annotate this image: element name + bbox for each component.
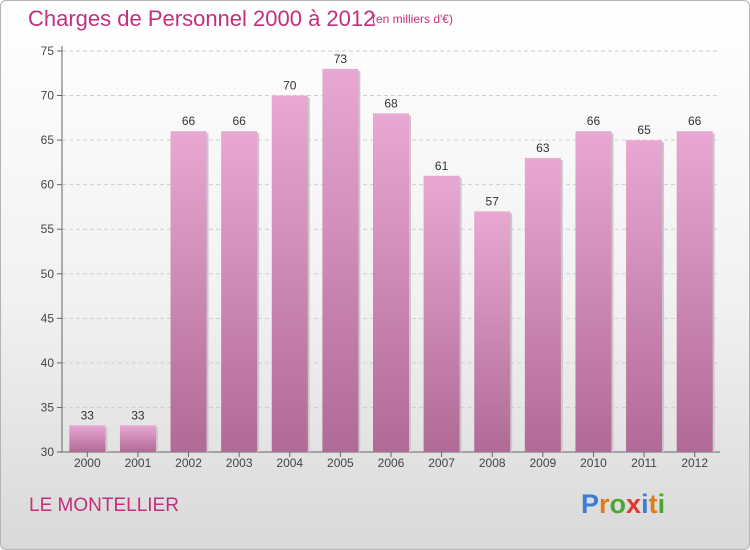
data-label-2000: 33 xyxy=(81,408,95,422)
y-tick-label: 50 xyxy=(41,267,55,281)
data-label-2010: 66 xyxy=(587,114,601,128)
y-tick-label: 35 xyxy=(41,400,55,414)
bar-2012 xyxy=(676,131,713,452)
chart-subtitle: (en milliers d'€) xyxy=(372,12,453,26)
data-label-2011: 65 xyxy=(637,123,651,137)
bar-2001 xyxy=(119,425,156,452)
y-tick-label: 70 xyxy=(41,89,55,103)
bar-2002 xyxy=(170,131,207,452)
logo-letter: o xyxy=(609,489,627,519)
bar-2008 xyxy=(474,211,511,452)
logo-letter: t xyxy=(648,489,658,519)
bar-2006 xyxy=(373,113,409,452)
x-tick-label-2012: 2012 xyxy=(681,456,708,470)
data-label-2002: 66 xyxy=(182,114,196,128)
x-tick-label-2000: 2000 xyxy=(74,456,101,470)
proxiti-logo: Proxiti xyxy=(581,489,665,520)
x-tick-label-2001: 2001 xyxy=(125,456,152,470)
y-tick-label: 65 xyxy=(41,133,55,147)
data-label-2007: 61 xyxy=(435,159,449,173)
bar-2011 xyxy=(626,140,663,452)
bar-2007 xyxy=(423,175,460,452)
data-labels: 33 33 66 66 70 73 68 61 57 63 66 65 66 xyxy=(81,52,702,422)
y-tick-label: 45 xyxy=(41,311,55,325)
y-tick-label: 60 xyxy=(41,178,55,192)
x-tick-label-2009: 2009 xyxy=(529,456,556,470)
logo-letter: r xyxy=(599,489,610,519)
x-tick-label-2004: 2004 xyxy=(276,456,303,470)
bar-2004 xyxy=(271,95,308,453)
y-tick-label: 55 xyxy=(41,222,55,236)
data-label-2001: 33 xyxy=(131,408,145,422)
logo-letter: i xyxy=(657,489,666,519)
x-tick-label-2008: 2008 xyxy=(479,456,506,470)
bar-2000 xyxy=(69,425,106,452)
bar-2010 xyxy=(575,131,612,452)
data-label-2009: 63 xyxy=(536,141,550,155)
x-tick-label-2011: 2011 xyxy=(631,456,657,470)
x-tick-label-2007: 2007 xyxy=(428,456,455,470)
data-label-2003: 66 xyxy=(232,114,246,128)
logo-letter: P xyxy=(581,489,600,519)
data-label-2012: 66 xyxy=(688,114,702,128)
logo-letter: x xyxy=(626,489,642,519)
x-tick-label-2010: 2010 xyxy=(580,456,607,470)
y-tick-label: 30 xyxy=(41,445,55,459)
bar-2005 xyxy=(322,68,359,453)
logo-letter: i xyxy=(641,489,649,519)
bar-2003 xyxy=(221,131,258,452)
x-tick-label-2002: 2002 xyxy=(175,456,202,470)
x-tick-label-2003: 2003 xyxy=(226,456,253,470)
data-label-2006: 68 xyxy=(384,96,398,110)
bars xyxy=(69,68,715,453)
commune-name: LE MONTELLIER xyxy=(29,495,179,516)
data-label-2004: 70 xyxy=(283,79,297,93)
data-label-2005: 73 xyxy=(334,52,348,66)
x-tick-label-2006: 2006 xyxy=(378,456,405,470)
bar-2009 xyxy=(524,157,561,452)
chart-title: Charges de Personnel 2000 à 2012 xyxy=(28,6,376,31)
x-tick-label-2005: 2005 xyxy=(327,456,354,470)
y-tick-label: 40 xyxy=(41,356,55,370)
data-label-2008: 57 xyxy=(486,194,500,208)
y-tick-label: 75 xyxy=(41,44,55,58)
